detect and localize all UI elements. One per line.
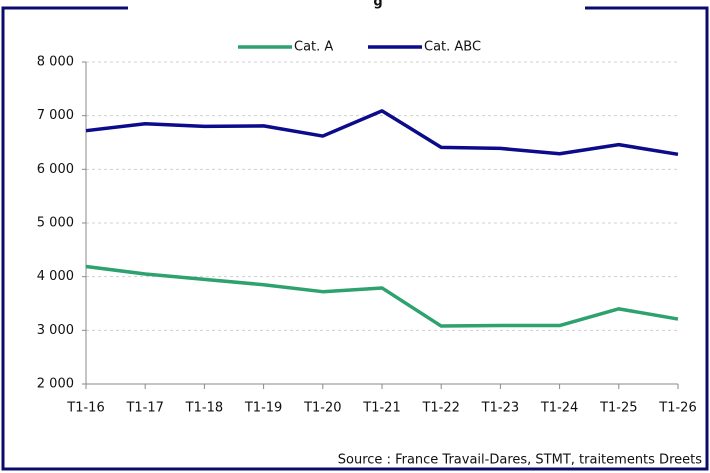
chart-title: g bbox=[373, 0, 382, 10]
x-tick-label: T1-22 bbox=[421, 401, 459, 416]
y-tick-label: 7 000 bbox=[37, 108, 74, 123]
legend-label: Cat. ABC bbox=[424, 40, 481, 55]
y-tick-label: 3 000 bbox=[37, 323, 74, 338]
frame bbox=[1, 6, 709, 471]
x-tick-label: T1-23 bbox=[481, 401, 519, 416]
series-line bbox=[85, 109, 679, 157]
x-tick-label: T1-26 bbox=[658, 401, 696, 416]
y-tick-label: 4 000 bbox=[37, 269, 74, 284]
x-tick-label: T1-20 bbox=[303, 401, 341, 416]
x-tick-label: T1-18 bbox=[185, 401, 223, 416]
legend-label: Cat. A bbox=[294, 40, 333, 55]
x-tick-label: T1-21 bbox=[362, 401, 400, 416]
x-tick-label: T1-19 bbox=[244, 401, 282, 416]
y-tick-label: 2 000 bbox=[37, 377, 74, 392]
series-line bbox=[85, 264, 679, 328]
x-tick-label: T1-17 bbox=[125, 401, 163, 416]
y-tick-label: 5 000 bbox=[37, 216, 74, 231]
x-tick-label: T1-25 bbox=[599, 401, 637, 416]
y-tick-label: 6 000 bbox=[37, 162, 74, 177]
source: Source : France Travail-Dares, STMT, tra… bbox=[338, 453, 702, 468]
y-tick-label: 8 000 bbox=[37, 55, 74, 70]
x-tick-label: T1-24 bbox=[540, 401, 578, 416]
x-tick-label: T1-16 bbox=[66, 401, 104, 416]
